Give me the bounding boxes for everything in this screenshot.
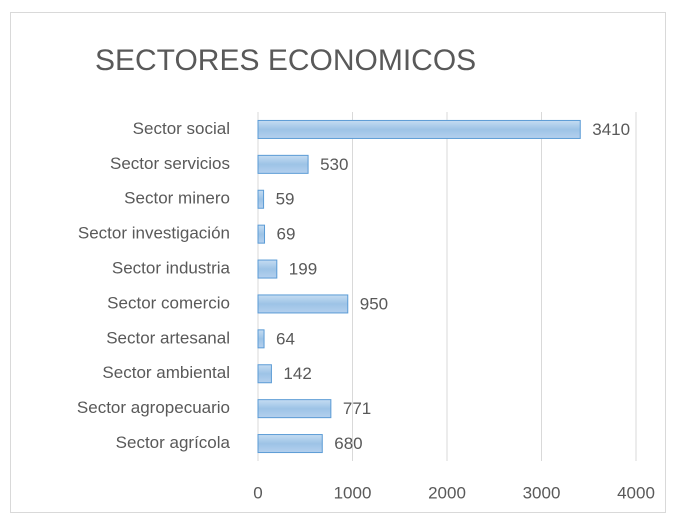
data-label: 199 xyxy=(289,260,317,279)
y-tick-label: Sector ambiental xyxy=(102,363,230,382)
y-tick-label: Sector artesanal xyxy=(106,328,230,347)
bar xyxy=(257,399,332,419)
y-tick-label: Sector investigación xyxy=(78,224,230,243)
x-tick-label: 2000 xyxy=(428,483,466,502)
bar xyxy=(257,364,272,384)
bar xyxy=(257,259,278,279)
data-label: 64 xyxy=(276,329,295,348)
chart-title: SECTORES ECONOMICOS xyxy=(95,44,476,77)
x-tick-label: 3000 xyxy=(523,483,561,502)
chart-frame xyxy=(10,12,666,513)
y-tick-label: Sector servicios xyxy=(110,154,230,173)
x-tick-label: 4000 xyxy=(617,483,655,502)
data-label: 771 xyxy=(343,399,371,418)
y-tick-label: Sector social xyxy=(133,119,230,138)
bar xyxy=(257,189,265,209)
y-tick-label: Sector minero xyxy=(124,189,230,208)
data-label: 142 xyxy=(283,364,311,383)
bar xyxy=(257,329,265,349)
data-label: 680 xyxy=(334,434,362,453)
x-tick-label: 0 xyxy=(253,483,262,502)
bar xyxy=(257,434,323,454)
y-tick-label: Sector comercio xyxy=(107,293,230,312)
y-tick-label: Sector agropecuario xyxy=(77,398,230,417)
x-tick-label: 1000 xyxy=(334,483,372,502)
data-label: 950 xyxy=(360,294,388,313)
data-label: 3410 xyxy=(592,120,630,139)
data-label: 530 xyxy=(320,155,348,174)
y-tick-label: Sector agrícola xyxy=(116,433,231,452)
data-label: 59 xyxy=(276,190,295,209)
bar xyxy=(257,154,309,174)
y-tick-label: Sector industria xyxy=(112,259,231,278)
data-label: 69 xyxy=(277,225,296,244)
bar xyxy=(257,294,349,314)
bar xyxy=(257,224,266,244)
bar xyxy=(257,119,581,139)
